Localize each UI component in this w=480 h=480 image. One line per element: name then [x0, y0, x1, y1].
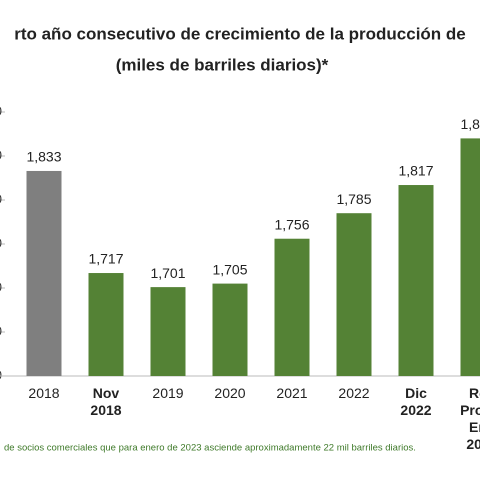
bar	[398, 185, 434, 376]
y-tick-label: 1,800	[0, 191, 2, 206]
footnote: de socios comerciales que para enero de …	[4, 443, 416, 454]
x-tick-label: 2021	[276, 385, 308, 401]
x-tick-label: 2019	[152, 385, 184, 401]
x-tick-label: 2018	[28, 385, 60, 401]
bar	[26, 170, 62, 376]
bar	[460, 138, 480, 376]
bar	[336, 213, 372, 376]
x-tick-label: 2022	[338, 385, 370, 401]
value-label: 1,870	[460, 116, 480, 132]
value-label: 1,717	[88, 251, 123, 267]
y-tick-label: 1,750	[0, 235, 2, 250]
x-tick-label: Dic 2022	[400, 385, 432, 418]
x-tick-label: 2020	[214, 385, 246, 401]
chart-subtitle: (miles de barriles diarios)*	[116, 55, 329, 74]
y-tick-label: 1,900	[0, 103, 2, 118]
x-tick-label: Nov 2018	[90, 385, 122, 418]
x-tick-label: Re Prom En 202	[460, 385, 480, 452]
bar	[88, 273, 124, 376]
value-label: 1,785	[336, 191, 371, 207]
y-tick-label: 1,700	[0, 279, 2, 294]
bar	[212, 283, 248, 376]
value-label: 1,701	[150, 265, 185, 281]
value-label: 1,833	[26, 149, 61, 165]
value-label: 1,756	[274, 216, 309, 232]
bar	[274, 238, 310, 376]
chart-title: rto año consecutivo de crecimiento de la…	[14, 24, 466, 43]
value-label: 1,705	[212, 261, 247, 277]
bar	[150, 287, 186, 376]
y-tick-label: 1,850	[0, 147, 2, 162]
y-tick-label: 1,650	[0, 323, 2, 338]
value-label: 1,817	[398, 163, 433, 179]
y-tick-label: 1,600	[0, 367, 2, 382]
